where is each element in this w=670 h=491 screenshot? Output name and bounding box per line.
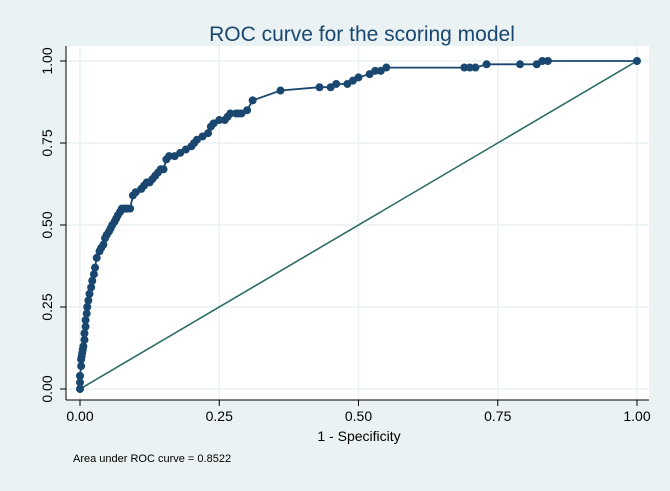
- roc-point: [159, 165, 168, 174]
- y-tick-label: 1.00: [39, 47, 55, 74]
- roc-point: [465, 63, 474, 72]
- roc-point: [460, 63, 469, 72]
- x-axis-title: 1 - Specificity: [317, 428, 400, 444]
- roc-point: [243, 106, 252, 115]
- roc-point: [87, 283, 96, 292]
- roc-point: [126, 204, 135, 213]
- y-tick-label: 0.25: [39, 293, 55, 320]
- plot-area: [66, 46, 649, 400]
- roc-point: [165, 152, 174, 161]
- chart-title: ROC curve for the scoring model: [209, 23, 515, 46]
- roc-point: [471, 63, 480, 72]
- roc-point: [226, 109, 235, 118]
- x-tick-label: 1.00: [623, 408, 650, 424]
- roc-point: [80, 329, 89, 338]
- roc-point: [76, 371, 84, 380]
- roc-point: [89, 270, 98, 279]
- roc-point: [204, 129, 213, 138]
- roc-point: [543, 57, 552, 65]
- y-tick-label: 0.50: [39, 211, 55, 238]
- roc-point: [276, 86, 285, 95]
- x-tick-labels: 0.00 0.25 0.50 0.75 1.00: [66, 408, 650, 424]
- roc-point: [248, 96, 257, 105]
- roc-point: [99, 240, 108, 249]
- roc-point: [80, 335, 89, 344]
- axes: [60, 46, 649, 406]
- x-tick-label: 0.00: [66, 408, 93, 424]
- roc-point: [382, 63, 391, 72]
- roc-point: [92, 253, 101, 262]
- roc-point: [516, 60, 525, 69]
- roc-point: [84, 296, 93, 305]
- roc-curve-layer: [76, 57, 641, 393]
- roc-point: [85, 289, 94, 298]
- roc-point: [82, 309, 91, 318]
- roc-point: [332, 79, 341, 88]
- y-tick-label: 0.00: [39, 375, 55, 402]
- roc-point: [354, 73, 363, 82]
- roc-point: [81, 316, 90, 325]
- auc-note: Area under ROC curve = 0.8522: [73, 453, 231, 465]
- x-tick-label: 0.75: [484, 408, 511, 424]
- x-tick-label: 0.25: [206, 408, 233, 424]
- x-tick-label: 0.50: [345, 408, 372, 424]
- roc-point: [215, 116, 224, 125]
- roc-point: [482, 60, 491, 69]
- y-tick-labels: 0.00 0.25 0.50 0.75 1.00: [39, 47, 55, 402]
- y-tick-label: 0.75: [39, 129, 55, 156]
- roc-point: [76, 378, 84, 387]
- roc-point: [538, 57, 547, 65]
- roc-point: [315, 83, 324, 92]
- roc-point: [88, 276, 97, 285]
- roc-point: [633, 57, 641, 65]
- roc-point: [83, 303, 92, 311]
- roc-point: [79, 342, 88, 351]
- roc-point: [371, 66, 380, 75]
- roc-point: [77, 362, 86, 371]
- roc-point: [91, 263, 100, 272]
- roc-point: [76, 385, 84, 393]
- reference-line-layer: [79, 60, 638, 390]
- roc-point: [81, 322, 90, 331]
- reference-line: [79, 60, 638, 390]
